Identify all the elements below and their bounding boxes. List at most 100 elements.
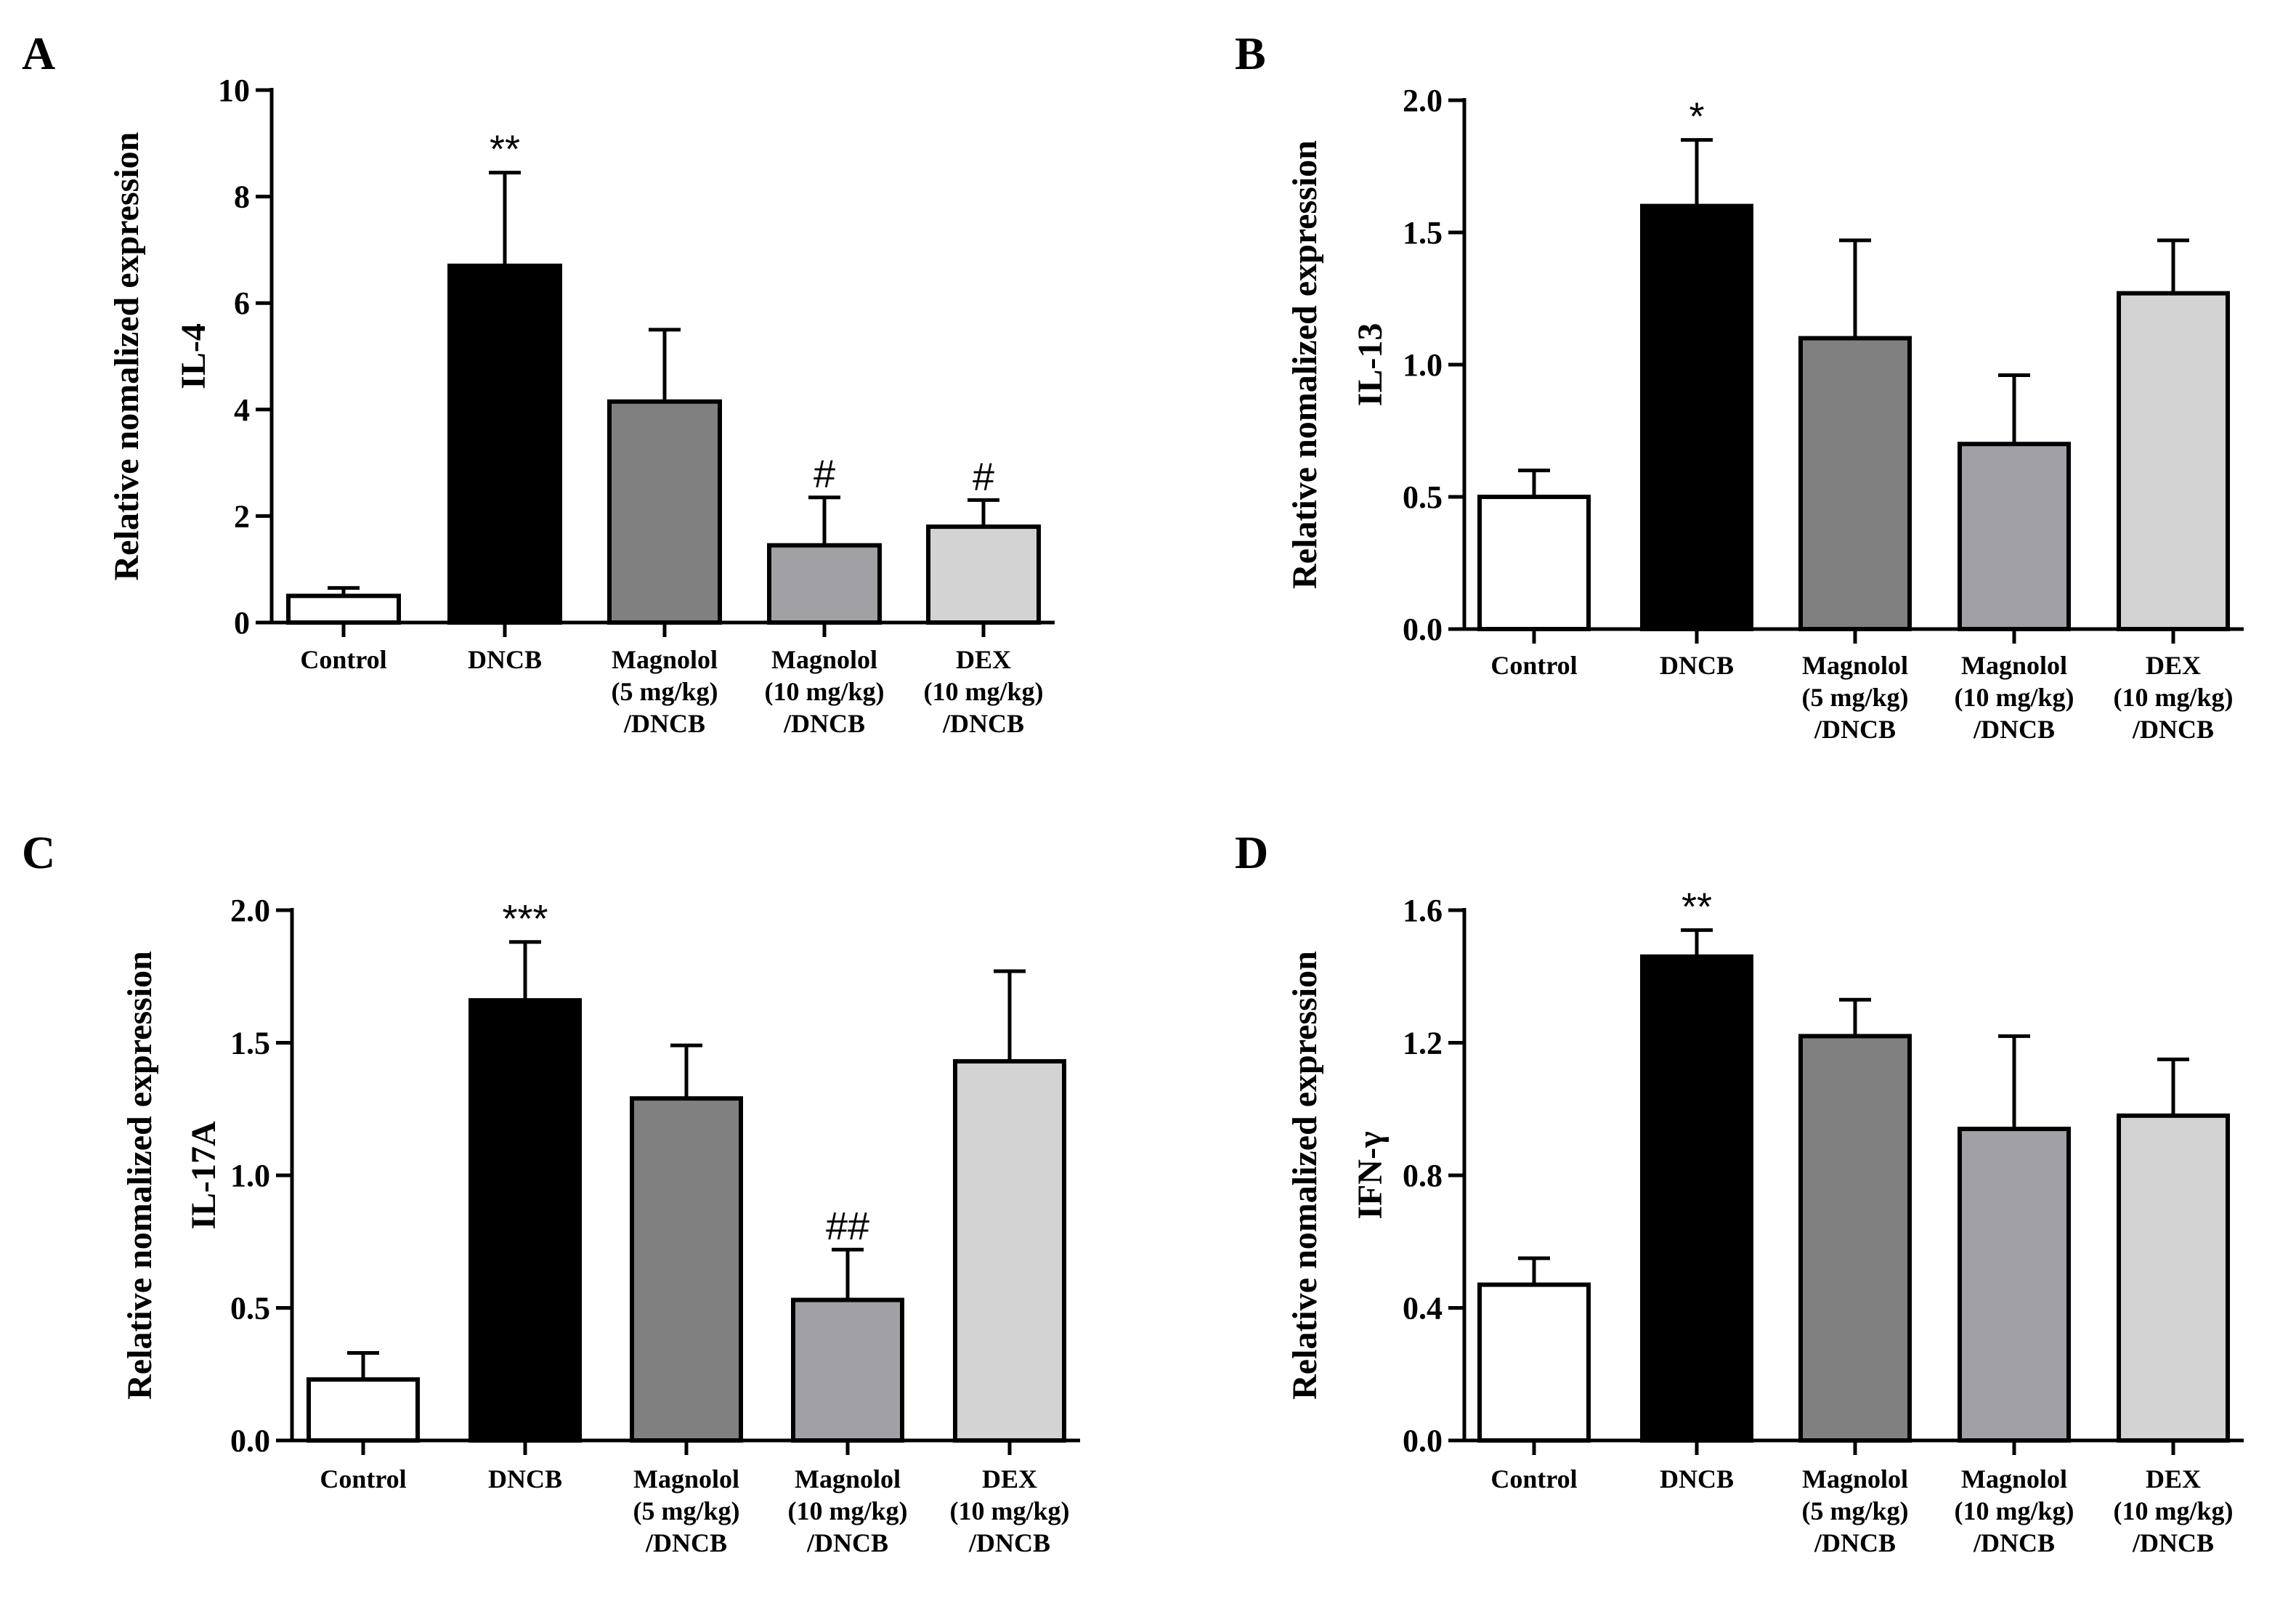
x-tick-label: (10 mg/kg) <box>950 1496 1070 1525</box>
y-tick-label: 2 <box>234 498 250 534</box>
x-tick-label: Magnolol <box>771 645 877 674</box>
bar <box>791 1297 904 1443</box>
y-axis-gene-label: IFN-γ <box>1351 1131 1390 1219</box>
y-tick-label: 0 <box>234 605 250 641</box>
x-tick-label: DEX <box>2146 651 2201 680</box>
bar <box>767 543 882 625</box>
y-tick-label: 0.5 <box>1403 479 1443 515</box>
y-tick-label: 0.0 <box>1403 612 1443 647</box>
significance-marker: *** <box>502 897 548 941</box>
significance-marker: ## <box>826 1204 869 1248</box>
bar <box>2117 1113 2230 1443</box>
panel-b: B Relative nomalized expression IL-13 * 0.0 0… <box>1235 28 2244 744</box>
x-tick-label: /DNCB <box>1973 715 2055 744</box>
x-tick-label: (10 mg/kg) <box>924 677 1044 706</box>
x-tick-label: /DNCB <box>623 709 705 738</box>
x-tick-label: (5 mg/kg) <box>633 1496 740 1525</box>
x-tick-label: /DNCB <box>783 709 865 738</box>
bar <box>307 1377 420 1443</box>
x-tick-label: /DNCB <box>806 1528 888 1557</box>
significance-marker: # <box>814 453 835 496</box>
x-tick-label: /DNCB <box>942 709 1024 738</box>
x-tick-label: /DNCB <box>968 1528 1050 1557</box>
bar <box>926 524 1041 625</box>
significance-marker: ** <box>1682 885 1712 928</box>
y-tick-label: 1.6 <box>1403 893 1443 928</box>
bar <box>1640 203 1753 632</box>
y-axis-label: Relative nomalized expression <box>108 132 146 581</box>
x-tick-label: DEX <box>956 645 1011 674</box>
panel-a: A Relative nomalized expression IL-4 ** # #0 2… <box>22 28 1055 738</box>
y-tick-label: 8 <box>234 179 250 215</box>
y-tick-label: 4 <box>234 392 250 428</box>
x-tick-label: DNCB <box>488 1464 562 1493</box>
panel-letter: C <box>22 827 55 878</box>
x-tick-label: DEX <box>982 1464 1037 1493</box>
x-tick-label: DEX <box>2146 1464 2201 1493</box>
panel-letter: A <box>22 28 55 79</box>
x-tick-label: Magnolol <box>1802 1464 1908 1493</box>
x-tick-label: DNCB <box>468 645 542 674</box>
bar <box>630 1096 743 1443</box>
bar <box>1958 1127 2071 1443</box>
bar <box>1798 336 1912 631</box>
x-tick-label: Magnolol <box>1961 651 2067 680</box>
y-tick-label: 2.0 <box>1403 83 1443 118</box>
y-tick-label: 2.0 <box>230 893 270 928</box>
y-axis-gene-label: IL-4 <box>174 323 213 389</box>
y-tick-label: 10 <box>218 73 250 108</box>
x-tick-label: DNCB <box>1660 651 1734 680</box>
y-axis-label: Relative nomalized expression <box>1286 140 1324 589</box>
y-axis-gene-label: IL-17A <box>184 1121 223 1230</box>
x-tick-label: (10 mg/kg) <box>2114 1496 2234 1525</box>
x-tick-label: Magnolol <box>633 1464 739 1493</box>
x-tick-label: Control <box>300 645 386 674</box>
panel-c: C Relative nomalized expression IL-17A *** #… <box>22 827 1080 1557</box>
significance-marker: ** <box>490 128 520 171</box>
y-tick-label: 1.5 <box>230 1026 270 1061</box>
bar <box>607 399 722 625</box>
bar <box>1798 1034 1912 1443</box>
x-tick-label: (10 mg/kg) <box>765 677 885 706</box>
y-tick-label: 1.2 <box>1403 1026 1443 1061</box>
y-tick-label: 1.0 <box>230 1158 270 1193</box>
x-tick-label: Magnolol <box>1802 651 1908 680</box>
bar <box>1958 442 2071 632</box>
bar <box>2117 291 2230 631</box>
x-tick-label: Magnolol <box>612 645 718 674</box>
y-tick-label: 0.0 <box>1403 1423 1443 1459</box>
bar <box>1640 954 1753 1443</box>
x-tick-label: (5 mg/kg) <box>612 677 718 706</box>
x-tick-label: Control <box>1490 651 1577 680</box>
y-tick-label: 1.5 <box>1403 215 1443 251</box>
y-tick-label: 1.0 <box>1403 347 1443 383</box>
x-tick-label: Control <box>320 1464 406 1493</box>
x-tick-label: Control <box>1490 1464 1577 1493</box>
y-tick-label: 0.4 <box>1403 1291 1443 1326</box>
x-tick-label: (10 mg/kg) <box>788 1496 908 1525</box>
y-axis-gene-label: IL-13 <box>1351 323 1390 407</box>
bar <box>1477 1282 1591 1443</box>
panel-d: D Relative nomalized expression IFN-γ ** 0.0… <box>1235 827 2244 1557</box>
significance-marker: * <box>1689 95 1704 139</box>
y-axis-label: Relative nomalized expression <box>1286 951 1324 1400</box>
significance-marker: # <box>973 455 994 498</box>
x-tick-label: Magnolol <box>1961 1464 2067 1493</box>
x-tick-label: (10 mg/kg) <box>1955 1496 2074 1525</box>
bar <box>286 593 401 625</box>
x-tick-label: /DNCB <box>1973 1528 2055 1557</box>
x-tick-label: /DNCB <box>2132 1528 2214 1557</box>
bar <box>468 998 582 1443</box>
bar <box>1477 495 1591 631</box>
bar <box>953 1059 1066 1443</box>
x-tick-label: /DNCB <box>1814 715 1896 744</box>
y-tick-label: 6 <box>234 285 250 321</box>
x-tick-label: /DNCB <box>645 1528 727 1557</box>
x-tick-label: /DNCB <box>1814 1528 1896 1557</box>
x-tick-label: /DNCB <box>2132 715 2214 744</box>
y-axis-label: Relative nomalized expression <box>121 951 159 1400</box>
panel-letter: D <box>1235 827 1268 878</box>
x-tick-label: DNCB <box>1660 1464 1734 1493</box>
panel-letter: B <box>1235 28 1266 79</box>
